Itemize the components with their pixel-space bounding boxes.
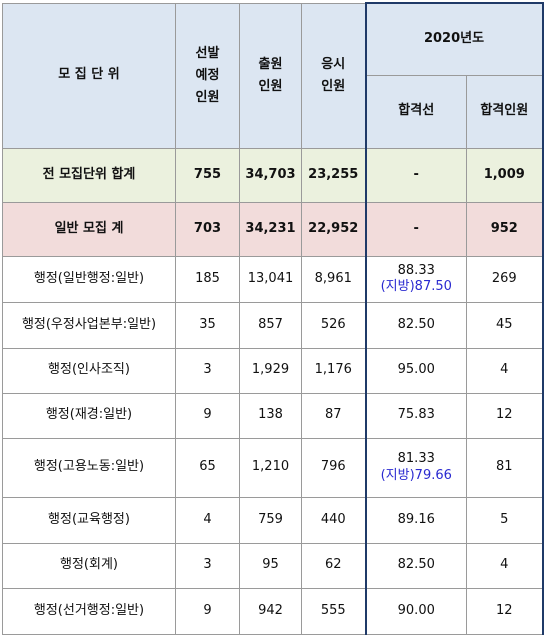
row-label: 행정(선거행정:일반) [2, 587, 176, 635]
row-cutoff: 75.83 [364, 392, 467, 439]
table-row: 행정(일반행정:일반) 185 13,041 8,961 88.33 (지방)8… [2, 255, 544, 303]
row-tested: 440 [301, 496, 366, 544]
row-cutoff: 90.00 [364, 587, 467, 635]
row-cutoff: 95.00 [364, 347, 467, 394]
general-tested: 22,952 [301, 201, 366, 257]
row-planned: 4 [175, 496, 240, 544]
row-planned: 35 [175, 301, 240, 349]
row-tested: 555 [301, 587, 366, 635]
general-label: 일반 모집 계 [2, 201, 176, 257]
row-cutoff: 82.50 [364, 542, 467, 589]
header-applied: 출원 인원 [239, 2, 302, 149]
row-applied: 138 [239, 392, 302, 439]
table-row: 행정(재경:일반) 9 138 87 75.83 12 [2, 392, 544, 439]
general-cutoff: - [364, 201, 467, 257]
row-applied: 857 [239, 301, 302, 349]
row-applied: 1,929 [239, 347, 302, 394]
total-passers: 1,009 [465, 147, 544, 203]
header-year: 2020년도 [364, 2, 544, 76]
row-label: 행정(인사조직) [2, 347, 176, 394]
row-applied: 13,041 [239, 255, 302, 303]
row-planned: 65 [175, 437, 240, 498]
row-passers: 12 [465, 587, 544, 635]
header-planned: 선발 예정 인원 [175, 2, 240, 149]
row-passers: 81 [465, 437, 544, 498]
general-applied: 34,231 [239, 201, 302, 257]
row-passers: 12 [465, 392, 544, 439]
row-applied: 759 [239, 496, 302, 544]
total-cutoff: - [364, 147, 467, 203]
row-passers: 269 [465, 255, 544, 303]
row-cutoff: 88.33 (지방)87.50 [364, 255, 467, 303]
row-cutoff: 89.16 [364, 496, 467, 544]
cutoff-local-value: (지방)87.50 [380, 279, 452, 294]
table-row: 행정(회계) 3 95 62 82.50 4 [2, 542, 544, 589]
header-passers: 합격인원 [465, 74, 544, 149]
table-row: 행정(선거행정:일반) 9 942 555 90.00 12 [2, 587, 544, 635]
table-row: 행정(인사조직) 3 1,929 1,176 95.00 4 [2, 347, 544, 394]
row-tested: 8,961 [301, 255, 366, 303]
header-tested: 응시 인원 [301, 2, 366, 149]
row-applied: 1,210 [239, 437, 302, 498]
row-planned: 9 [175, 392, 240, 439]
row-tested: 526 [301, 301, 366, 349]
row-cutoff: 82.50 [364, 301, 467, 349]
cutoff-local-value: (지방)79.66 [380, 467, 452, 483]
table-row: 행정(교육행정) 4 759 440 89.16 5 [2, 496, 544, 544]
total-applied: 34,703 [239, 147, 302, 203]
row-tested: 1,176 [301, 347, 366, 394]
cutoff-value: 88.33 [397, 262, 435, 278]
total-row: 전 모집단위 합계 755 34,703 23,255 - 1,009 [2, 147, 544, 203]
header-unit: 모 집 단 위 [2, 2, 176, 149]
row-passers: 45 [465, 301, 544, 349]
row-planned: 185 [175, 255, 240, 303]
total-label: 전 모집단위 합계 [2, 147, 176, 203]
total-tested: 23,255 [301, 147, 366, 203]
row-passers: 4 [465, 542, 544, 589]
row-planned: 9 [175, 587, 240, 635]
total-planned: 755 [175, 147, 240, 203]
row-planned: 3 [175, 542, 240, 589]
header-cutoff: 합격선 [364, 74, 467, 149]
table-row: 행정(우정사업본부:일반) 35 857 526 82.50 45 [2, 301, 544, 349]
row-applied: 942 [239, 587, 302, 635]
row-planned: 3 [175, 347, 240, 394]
row-applied: 95 [239, 542, 302, 589]
row-cutoff: 81.33 (지방)79.66 [364, 437, 467, 498]
cutoff-value: 81.33 [397, 451, 435, 467]
general-passers: 952 [465, 201, 544, 257]
row-label: 행정(우정사업본부:일반) [2, 301, 176, 349]
general-row: 일반 모집 계 703 34,231 22,952 - 952 [2, 201, 544, 257]
row-label: 행정(고용노동:일반) [2, 437, 176, 498]
row-passers: 4 [465, 347, 544, 394]
row-passers: 5 [465, 496, 544, 544]
table-row: 행정(고용노동:일반) 65 1,210 796 81.33 (지방)79.66… [2, 437, 544, 498]
row-tested: 796 [301, 437, 366, 498]
row-label: 행정(회계) [2, 542, 176, 589]
row-label: 행정(교육행정) [2, 496, 176, 544]
row-label: 행정(재경:일반) [2, 392, 176, 439]
row-tested: 62 [301, 542, 366, 589]
row-label: 행정(일반행정:일반) [2, 255, 176, 303]
general-planned: 703 [175, 201, 240, 257]
row-tested: 87 [301, 392, 366, 439]
